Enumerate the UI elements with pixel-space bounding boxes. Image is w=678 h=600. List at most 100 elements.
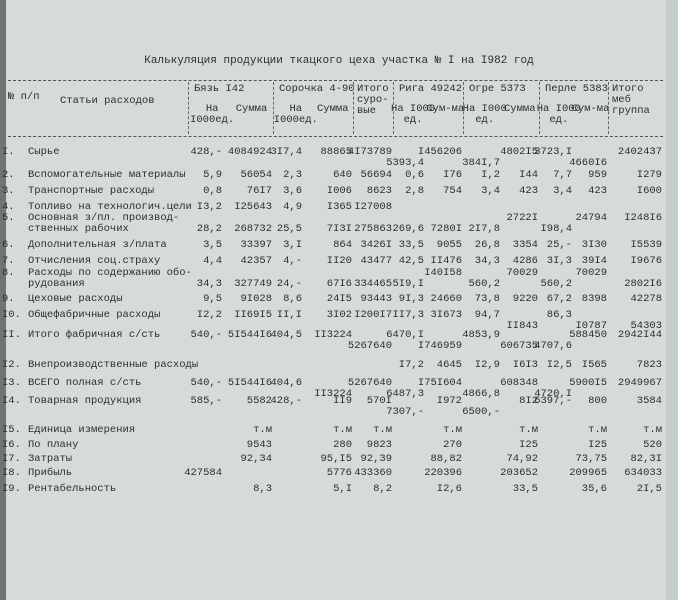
cell: 24I5 xyxy=(326,293,352,305)
cell: 270 xyxy=(443,439,462,451)
row-number: I2. xyxy=(2,359,21,371)
cell: 24794 xyxy=(575,212,607,224)
cell: 4,9 xyxy=(283,201,302,213)
cell: I75I604 xyxy=(417,377,462,389)
cell: 427584 xyxy=(184,467,222,479)
rule xyxy=(8,136,663,137)
cell: 95,I5 xyxy=(320,453,352,465)
cell: 3723,I xyxy=(534,146,572,158)
row-label: рудования xyxy=(28,278,85,290)
cell: 2942I44 xyxy=(617,329,662,341)
cell: 93443 xyxy=(360,293,392,305)
cell: 92,34 xyxy=(240,453,272,465)
cell: I2,2 xyxy=(196,309,222,321)
cell: II9 xyxy=(333,395,352,407)
cell: 4866,8 xyxy=(462,388,500,400)
row-number: 5. xyxy=(2,212,15,224)
cell: 4802I5 xyxy=(500,146,538,158)
row-number: 9. xyxy=(2,293,15,305)
cell: I40I58 xyxy=(424,267,462,279)
cell: 3,I xyxy=(283,239,302,251)
row-number: I5. xyxy=(2,424,21,436)
row-label: Дополнительная з/плата xyxy=(28,239,167,251)
cell: 4286 xyxy=(512,255,538,267)
cell: 88865 xyxy=(320,146,352,158)
cell: 33397 xyxy=(240,239,272,251)
cell: 9823 xyxy=(366,439,392,451)
cell: I25 xyxy=(588,439,607,451)
row-label: Транспортные расходы xyxy=(28,185,155,197)
cell: 8623 xyxy=(366,185,392,197)
cell: 560,2 xyxy=(468,278,500,290)
cell: 585,- xyxy=(190,395,222,407)
cell: 428,- xyxy=(270,395,302,407)
cell: 3,6 xyxy=(283,185,302,197)
cell: 428,- xyxy=(190,146,222,158)
title: Калькуляция продукции ткацкого цеха учас… xyxy=(144,55,534,67)
row-label: По плану xyxy=(28,439,79,451)
cell: 8,2 xyxy=(373,483,392,495)
row-number: I3. xyxy=(2,377,21,389)
cell: 4720,I xyxy=(534,388,572,400)
cell: II843 xyxy=(506,320,538,332)
cell: I7,2 xyxy=(398,359,424,371)
cell: т.м xyxy=(373,424,392,436)
cell: 404,5 xyxy=(270,329,302,341)
cell: 3584 xyxy=(636,395,662,407)
cell: 88,82 xyxy=(430,453,462,465)
cell: т.м xyxy=(333,424,352,436)
cell: I2,9 xyxy=(474,359,500,371)
cell: 6397,- xyxy=(534,395,572,407)
cell: 34,3 xyxy=(196,278,222,290)
cell: 67I6 xyxy=(326,278,352,290)
cell: I5539 xyxy=(630,239,662,251)
cell: 33,5 xyxy=(398,239,424,251)
cell: 5I9,I xyxy=(392,278,424,290)
cell: 8398 xyxy=(581,293,607,305)
cell: 82,3I xyxy=(630,453,662,465)
cell: 9I028 xyxy=(240,293,272,305)
cell: 433360 xyxy=(354,467,392,479)
row-label: ственных рабочих xyxy=(28,223,129,235)
cell: 640 xyxy=(333,169,352,181)
row-label: Вспомогательные материалы xyxy=(28,169,186,181)
cell: 5267640 xyxy=(347,340,392,352)
cell: 94,7 xyxy=(474,309,500,321)
cell: 56054 xyxy=(240,169,272,181)
cell: 327749 xyxy=(234,278,272,290)
rule xyxy=(8,80,663,81)
cell: 26,8 xyxy=(474,239,500,251)
cell: II7,3 xyxy=(392,309,424,321)
cell: I456206 xyxy=(417,146,462,158)
cell: I565 xyxy=(581,359,607,371)
cell: 0,8 xyxy=(203,185,222,197)
cell: 2722I xyxy=(506,212,538,224)
cell: 570I xyxy=(366,395,392,407)
row-number: I8. xyxy=(2,467,21,479)
cell: 7307,- xyxy=(386,406,424,418)
cell: I200I7 xyxy=(354,309,392,321)
header-col: Сумма xyxy=(503,103,536,115)
cell: 2,3 xyxy=(283,169,302,181)
cell: 4853,9 xyxy=(462,329,500,341)
cell: II20 xyxy=(326,255,352,267)
cell: 3I7,4 xyxy=(270,146,302,158)
row-label: Топливо на технологич.цели xyxy=(28,201,192,213)
row-label: Общефабричные расходы xyxy=(28,309,161,321)
cell: 3,4 xyxy=(553,185,572,197)
row-label: ВСЕГО полная с/сть xyxy=(28,377,142,389)
cell: II3224 xyxy=(314,388,352,400)
cell: 73,8 xyxy=(474,293,500,305)
row-number: I0. xyxy=(2,309,21,321)
row-label: Сырье xyxy=(28,146,60,158)
cell: 2402437 xyxy=(617,146,662,158)
cell: т.м xyxy=(443,424,462,436)
cell: 220396 xyxy=(424,467,462,479)
cell: 2I,5 xyxy=(636,483,662,495)
header-col: Сум-ма xyxy=(426,103,465,115)
cell: I972 xyxy=(436,395,462,407)
cell: 8,3 xyxy=(253,483,272,495)
row-number: I. xyxy=(2,146,15,158)
cell: 3I02 xyxy=(326,309,352,321)
cell: 74,92 xyxy=(506,453,538,465)
